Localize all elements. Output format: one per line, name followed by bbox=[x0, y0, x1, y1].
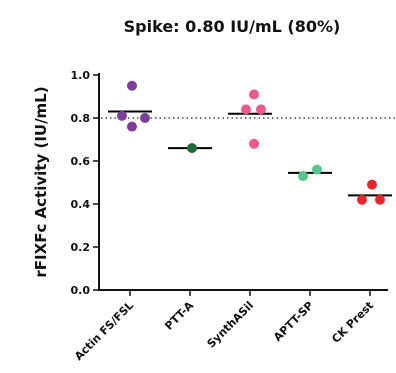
x-tick-label: APTT-SP bbox=[271, 299, 316, 344]
y-tick-label: 0.4 bbox=[71, 198, 91, 211]
chart-title: Spike: 0.80 IU/mL (80%) bbox=[124, 17, 341, 36]
y-tick-label: 0.2 bbox=[71, 241, 91, 254]
data-point bbox=[256, 104, 266, 115]
x-tick-label: CK Prest bbox=[329, 299, 376, 346]
data-point bbox=[127, 121, 137, 132]
x-tick-label: Actin FS/FSL bbox=[72, 299, 136, 363]
plot-area: 0.0 0.2 0.4 0.6 0.8 1.0 Actin FS/FSL PTT-A Synth… bbox=[71, 69, 396, 363]
data-point bbox=[312, 164, 322, 175]
data-point bbox=[187, 143, 197, 154]
y-tick-label: 0.0 bbox=[71, 284, 91, 297]
y-tick-label: 0.8 bbox=[71, 112, 91, 125]
data-point bbox=[140, 113, 150, 123]
y-tick-label: 0.6 bbox=[71, 155, 91, 168]
data-point bbox=[249, 138, 259, 149]
data-point bbox=[357, 194, 367, 205]
data-point bbox=[367, 179, 377, 190]
x-tick-label: SynthASil bbox=[205, 299, 257, 351]
data-point bbox=[117, 110, 127, 121]
data-point bbox=[127, 80, 137, 91]
x-tick-label: PTT-A bbox=[162, 299, 196, 333]
data-point bbox=[298, 171, 308, 182]
data-point bbox=[249, 89, 259, 100]
y-tick-label: 1.0 bbox=[71, 69, 91, 82]
data-point bbox=[241, 104, 251, 115]
data-point bbox=[375, 194, 385, 205]
y-axis-label: rFIXFc Activity (IU/mL) bbox=[32, 86, 50, 277]
